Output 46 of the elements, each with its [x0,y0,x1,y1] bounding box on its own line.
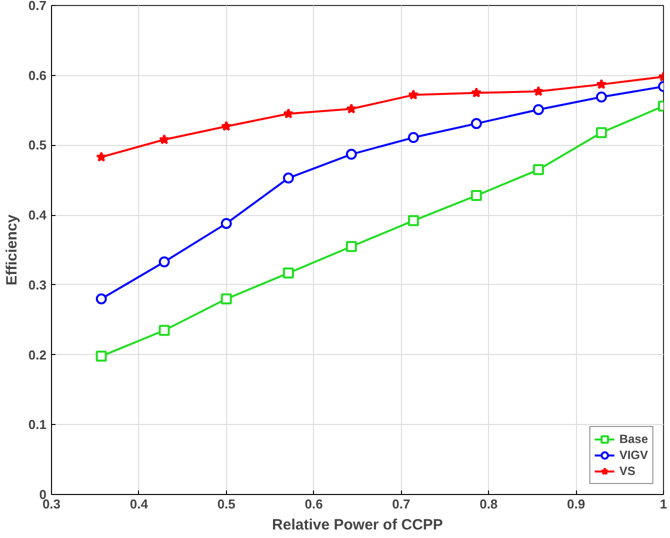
point [283,108,294,118]
point [346,148,357,160]
legend-label: Base [619,431,648,447]
legend-label: VS [619,463,636,479]
point [470,190,482,202]
point [596,92,607,103]
point [96,350,107,362]
point [532,164,544,176]
point [596,78,607,90]
y-tick-label: 0.4 [28,208,48,223]
point [220,218,232,229]
point [471,87,482,98]
point [96,293,107,304]
point [158,324,170,336]
point [221,120,232,131]
legend-label: VIGV [619,447,648,463]
point [408,89,419,100]
point [596,127,607,138]
x-axis-title: Relative Power of CCPP [272,516,443,534]
y-tick-label: 0.7 [28,0,47,13]
point [346,103,357,114]
point [470,118,482,130]
point [408,132,419,144]
y-tick-label: 0.1 [28,417,47,432]
x-tick-label: 0.8 [480,496,498,512]
y-tick-label: 0.6 [28,68,47,83]
point [346,241,357,252]
point [532,104,544,116]
point [282,268,294,279]
point [96,152,107,162]
x-tick-label: 1 [660,496,668,512]
y-tick-label: 0.5 [28,138,47,153]
point [159,134,170,144]
y-axis-title: Efficiency [3,214,20,286]
x-tick-label: 0.5 [217,496,236,512]
point [220,293,232,304]
x-tick-label: 0.4 [130,496,149,512]
x-tick-label: 0.9 [567,496,586,512]
y-tick-label: 0.3 [28,277,47,292]
x-tick-label: 0.6 [304,496,323,512]
y-tick-label: 0.2 [28,347,47,362]
point [282,172,294,184]
point [158,256,170,268]
point [408,215,419,226]
x-tick-label: 0.7 [392,496,410,512]
point [533,86,544,96]
